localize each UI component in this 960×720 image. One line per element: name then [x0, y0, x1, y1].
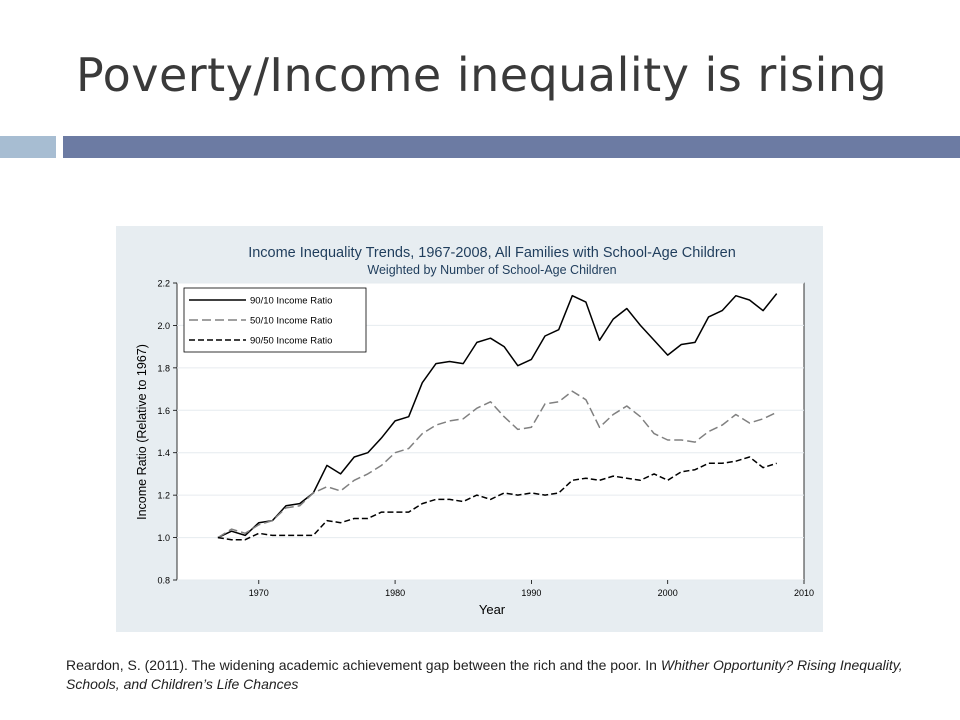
x-tick-label: 1970	[249, 588, 269, 598]
legend-box	[183, 287, 367, 353]
x-tick-label: 1990	[521, 588, 541, 598]
axes: 0.8 1.0 1.2 1.4 1.6 1.8 2.0 2.2 1970 1980 1990 2000…	[157, 279, 814, 599]
x-tick-label: 2010	[794, 588, 814, 598]
y-axis-label: Income Ratio (Relative to 1967)	[135, 344, 149, 520]
chart-panel: Income Inequality Trends, 1967-2008, All…	[116, 226, 823, 632]
title-accent-bar-left	[0, 136, 56, 158]
y-tick-label: 0.8	[157, 576, 170, 586]
series-line-3	[217, 456, 777, 541]
series-lines	[217, 293, 778, 541]
title-accent-bar-right	[63, 136, 960, 158]
x-axis-label: Year	[479, 602, 506, 617]
chart-legend: 90/10 Income Ratio 50/10 Income Ratio 90/5…	[183, 287, 367, 353]
legend-label: 50/10 Income Ratio	[250, 316, 332, 327]
y-tick-label: 1.0	[157, 533, 170, 543]
legend-label: 90/50 Income Ratio	[250, 336, 332, 347]
x-tick-label: 1980	[385, 588, 405, 598]
slide-title: Poverty/Income inequality is rising	[76, 48, 888, 102]
grid-lines	[177, 282, 804, 581]
citation-text: Reardon, S. (2011). The widening academi…	[66, 657, 661, 673]
y-tick-label: 1.6	[157, 406, 170, 416]
y-tick-label: 1.2	[157, 491, 170, 501]
y-tick-label: 1.8	[157, 363, 170, 373]
x-tick-label: 2000	[658, 588, 678, 598]
chart-subtitle: Weighted by Number of School-Age Childre…	[367, 263, 616, 277]
income-inequality-chart: Income Inequality Trends, 1967-2008, All…	[135, 245, 814, 617]
legend-label: 90/10 Income Ratio	[250, 296, 332, 307]
y-tick-label: 2.0	[157, 321, 170, 331]
citation-italic-title: Whither Opportunity? Rising Inequality, …	[66, 657, 903, 692]
series-line-2	[217, 390, 778, 539]
citation: Reardon, S. (2011). The widening academi…	[66, 656, 946, 694]
y-tick-label: 1.4	[157, 448, 170, 458]
y-tick-label: 2.2	[157, 279, 170, 289]
chart-title: Income Inequality Trends, 1967-2008, All…	[248, 245, 736, 261]
